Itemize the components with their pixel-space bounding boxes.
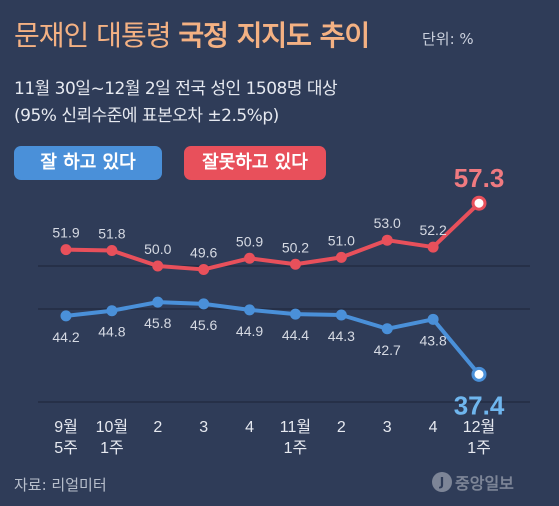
title-bold: 국정 지지도 추이: [178, 19, 370, 52]
subtitle-line-2: (95% 신뢰수준에 표본오차 ±2.5%p): [14, 106, 279, 126]
data-point-approve-0: [60, 310, 72, 322]
data-label-disapprove-8: 52.2: [419, 222, 446, 238]
x-tick-label-2-0: 2: [153, 419, 162, 436]
data-point-approve-1: [106, 305, 118, 317]
data-label-approve-9: 37.4: [454, 390, 505, 420]
page-title: 문재인 대통령 국정 지지도 추이: [14, 14, 370, 54]
x-tick-label-0-0: 9월: [54, 418, 78, 436]
title-light: 문재인 대통령: [14, 19, 171, 52]
data-point-disapprove-5: [289, 258, 301, 270]
x-tick-label-9-1: 1주: [467, 440, 491, 457]
unit-label: 단위: %: [422, 30, 474, 48]
data-point-disapprove-4: [244, 252, 256, 264]
data-label-approve-1: 44.8: [98, 324, 125, 340]
x-tick-label-3-0: 3: [199, 419, 208, 436]
data-label-approve-4: 44.9: [236, 323, 263, 339]
x-tick-label-6-0: 2: [337, 419, 346, 436]
logo-icon: J: [432, 472, 452, 492]
data-label-disapprove-2: 50.0: [144, 241, 171, 257]
x-tick-label-5-0: 11월: [280, 418, 311, 436]
data-point-disapprove-9: [471, 195, 487, 211]
data-label-disapprove-4: 50.9: [236, 233, 263, 249]
data-label-disapprove-1: 51.8: [98, 226, 125, 242]
x-tick-label-7-0: 3: [383, 419, 392, 436]
data-label-disapprove-5: 50.2: [282, 239, 309, 255]
data-point-disapprove-6: [335, 251, 347, 263]
source-note: 자료: 리얼미터: [14, 476, 107, 494]
data-label-approve-2: 45.8: [144, 315, 171, 331]
x-tick-label-0-1: 5주: [54, 440, 78, 457]
x-tick-label-9-0: 12월: [463, 418, 496, 436]
data-label-approve-8: 43.8: [419, 332, 446, 348]
data-point-approve-7: [381, 323, 393, 335]
data-point-approve-2: [152, 296, 164, 308]
data-label-disapprove-3: 49.6: [190, 244, 217, 260]
data-label-approve-0: 44.2: [52, 329, 79, 345]
data-label-approve-6: 44.3: [328, 328, 355, 344]
series-line-approve: [64, 300, 481, 377]
data-point-disapprove-2: [152, 260, 164, 272]
data-label-approve-5: 44.4: [282, 327, 309, 343]
logo-text: 중앙일보: [455, 474, 514, 493]
data-point-disapprove-1: [106, 245, 118, 257]
data-point-approve-9: [471, 366, 487, 382]
x-tick-label-5-1: 1주: [284, 440, 308, 457]
subtitle-line-1: 11월 30일~12월 2일 전국 성인 1508명 대상: [14, 79, 338, 99]
data-label-disapprove-0: 51.9: [52, 225, 79, 241]
data-label-disapprove-7: 53.0: [374, 215, 401, 231]
x-tick-label-8-0: 4: [429, 419, 438, 436]
legend-disapprove: 잘못하고 있다: [184, 146, 326, 180]
series-line-disapprove: [64, 201, 481, 272]
data-point-approve-4: [244, 304, 256, 316]
data-label-approve-3: 45.6: [190, 317, 217, 333]
data-label-disapprove-6: 51.0: [328, 232, 355, 248]
data-point-disapprove-7: [381, 234, 393, 246]
data-point-approve-5: [289, 308, 301, 320]
data-point-approve-6: [335, 309, 347, 321]
data-point-approve-3: [198, 298, 210, 310]
x-tick-label-4-0: 4: [245, 419, 254, 436]
data-point-approve-8: [427, 313, 439, 325]
data-point-disapprove-3: [198, 263, 210, 275]
data-point-disapprove-0: [60, 244, 72, 256]
data-label-approve-7: 42.7: [374, 342, 401, 358]
data-point-disapprove-8: [427, 241, 439, 253]
data-label-disapprove-9: 57.3: [454, 163, 505, 193]
x-tick-label-1-1: 1주: [100, 440, 124, 457]
legend-approve: 잘 하고 있다: [14, 146, 162, 180]
x-tick-label-1-0: 10월: [96, 418, 129, 436]
publisher-logo: J 중앙일보: [432, 470, 514, 494]
